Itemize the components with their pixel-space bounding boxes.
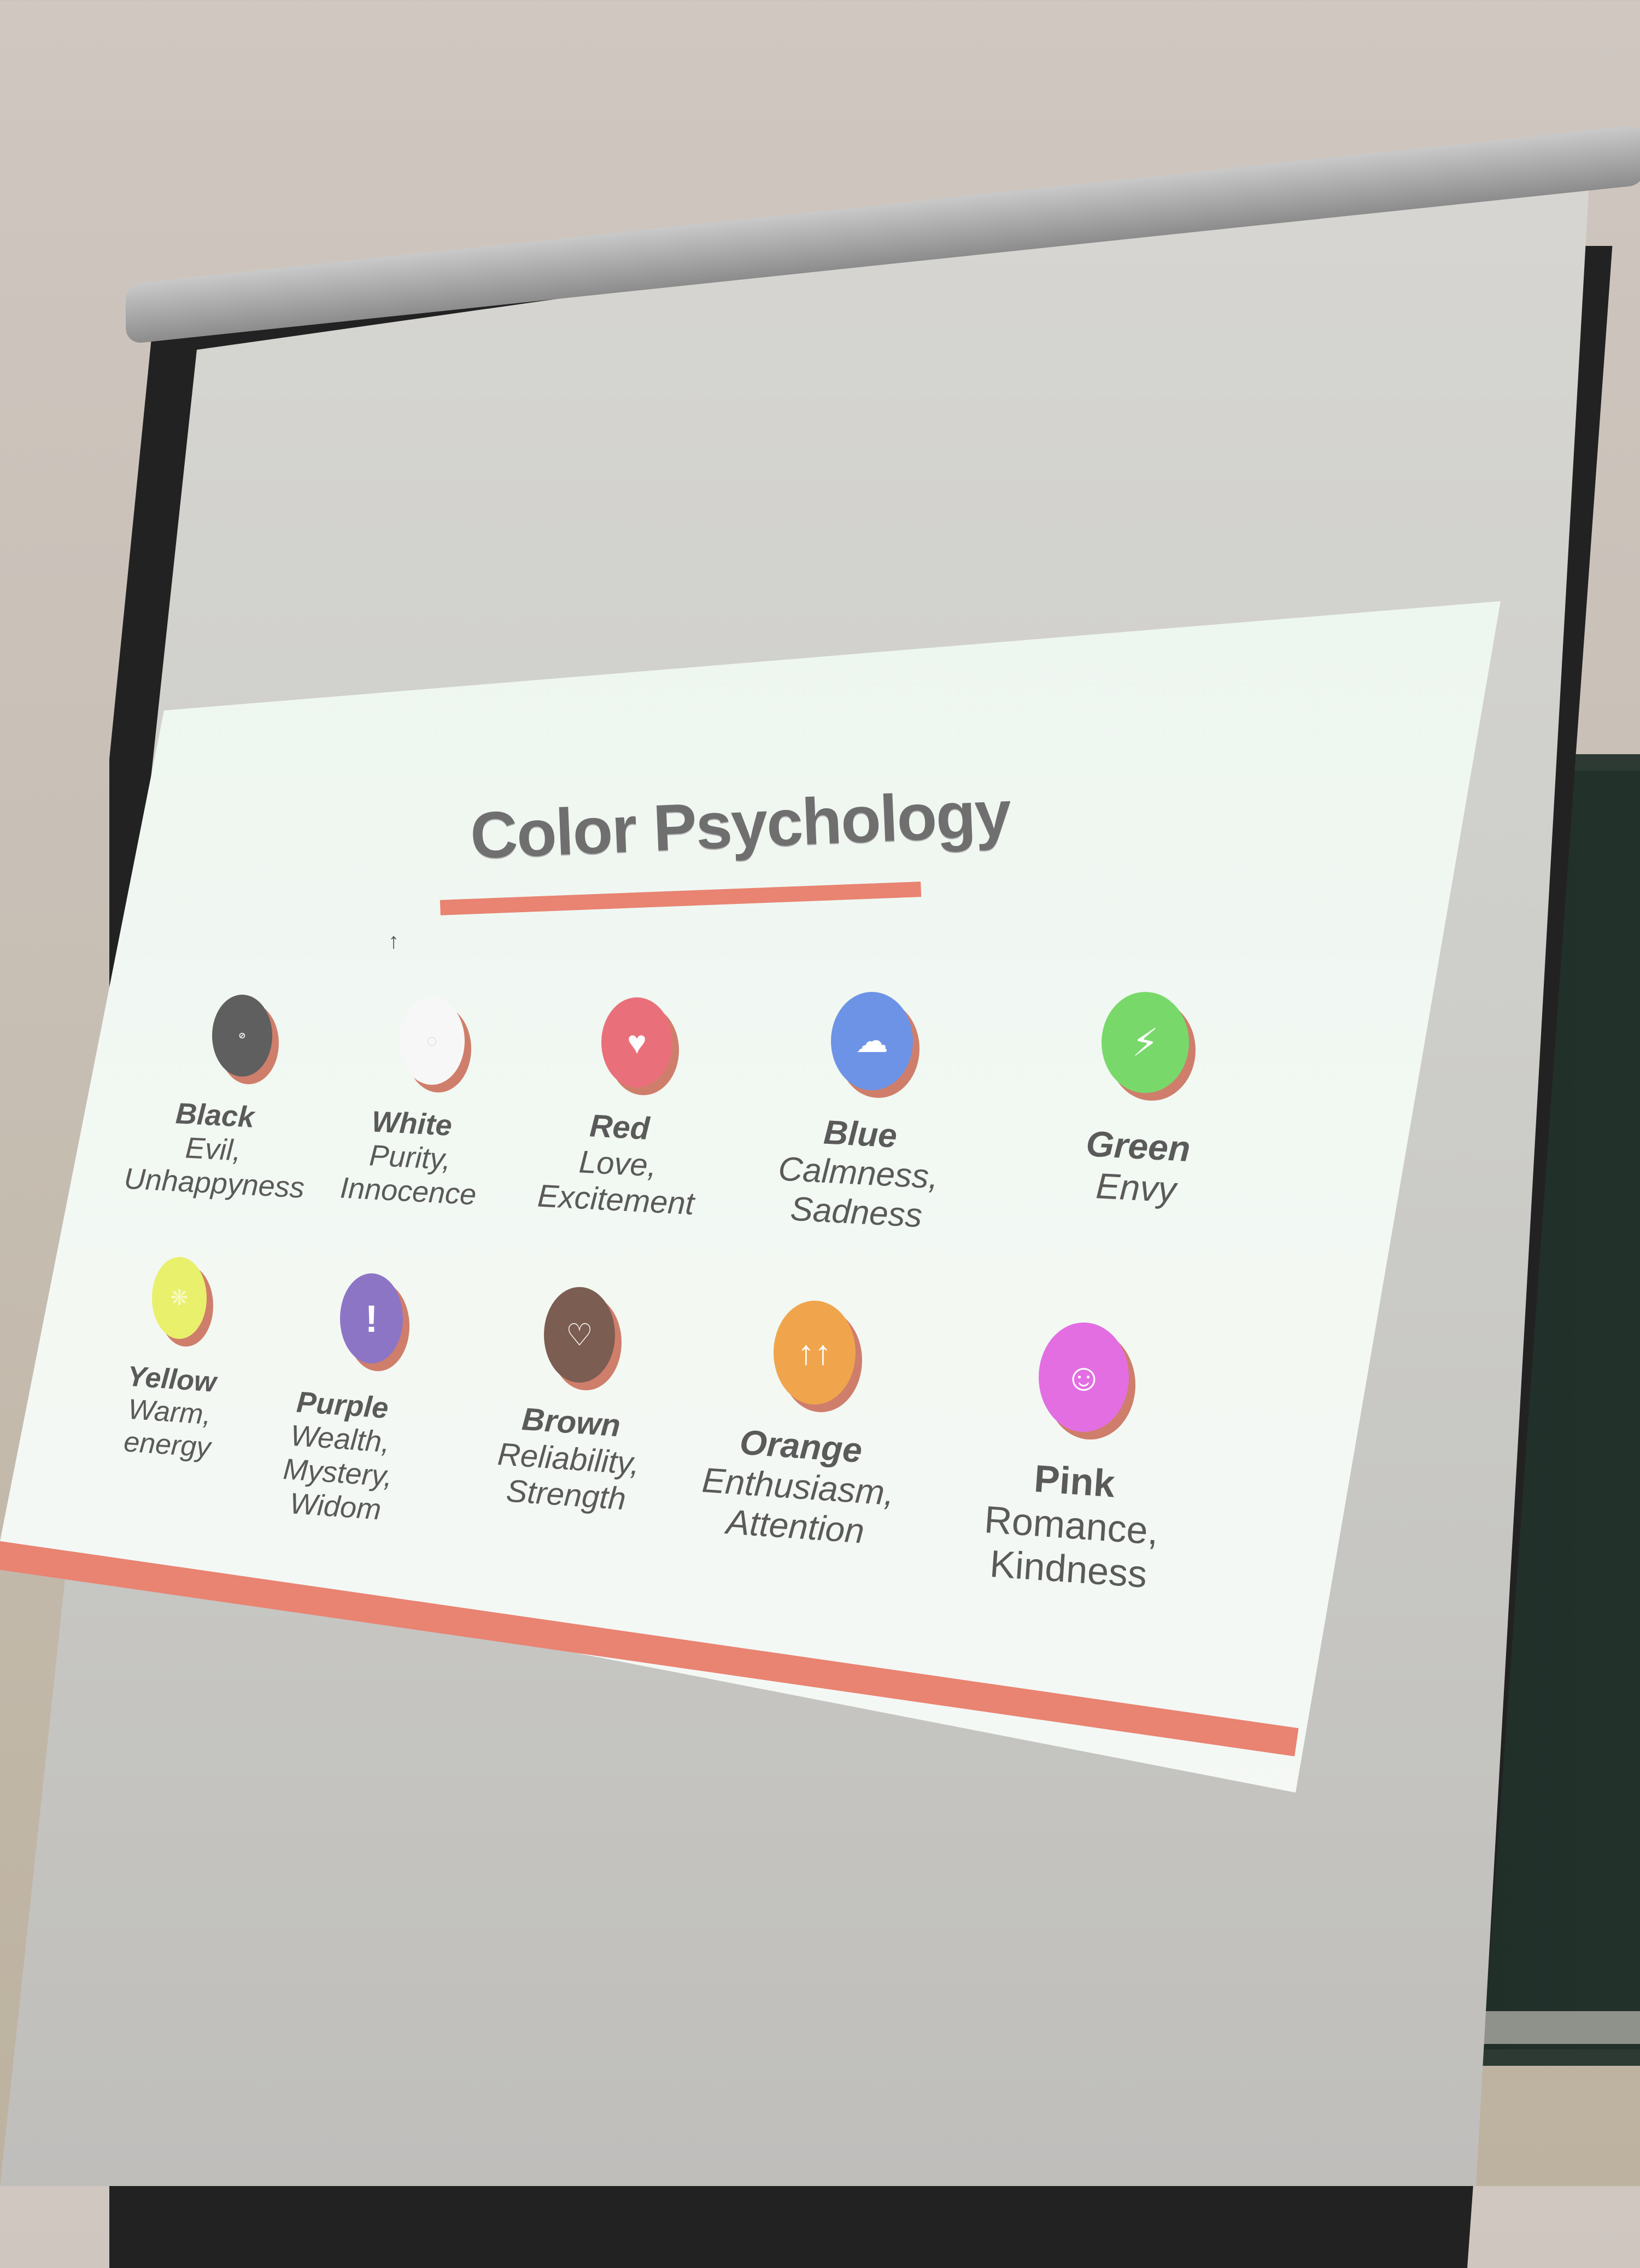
color-meaning: Envy: [1094, 1165, 1178, 1210]
red-heart-icon: ♥: [601, 997, 672, 1088]
purple-exclamation-icon: !: [340, 1273, 403, 1364]
black-ban-icon: ⊘: [212, 995, 272, 1077]
green-lightning-icon: ⚡: [1102, 992, 1189, 1093]
blue-cloud-icon: ☁: [831, 992, 913, 1090]
brown-broken-heart-icon: ♡: [544, 1287, 615, 1383]
yellow-sun-icon: ❋: [152, 1257, 207, 1339]
white-ring-icon: ◯: [399, 997, 465, 1085]
color-meaning: Mystery, Widom: [282, 1453, 394, 1526]
mouse-cursor-icon: ↑: [388, 929, 399, 953]
pink-smiley-icon: ☺: [1039, 1323, 1129, 1432]
orange-up-arrows-icon: ↑↑: [774, 1301, 856, 1405]
